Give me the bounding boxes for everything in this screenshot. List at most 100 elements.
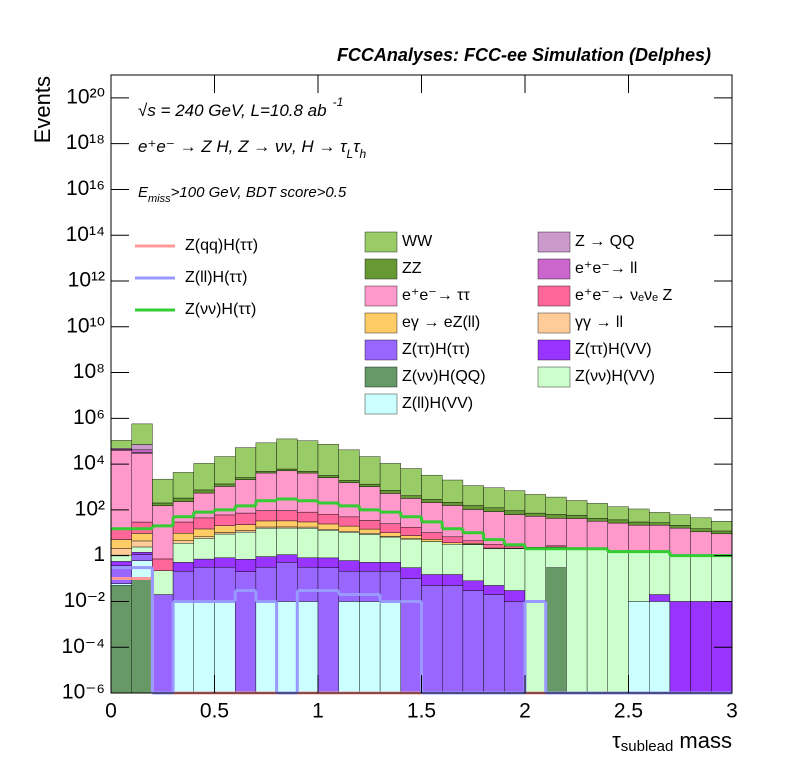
- histogram-segment: [483, 487, 505, 509]
- legend-swatch: [537, 366, 571, 388]
- histogram-segment: [669, 514, 691, 526]
- histogram-segment: [297, 511, 319, 523]
- histogram-segment: [545, 496, 567, 515]
- histogram-segment: [379, 570, 402, 602]
- histogram-segment: [338, 570, 360, 602]
- histogram-segment: [442, 542, 464, 545]
- x-label-part: τ: [612, 728, 621, 753]
- histogram-segment: [421, 474, 443, 500]
- annotation: √s = 240 GeV, L=10.8 ab -1: [138, 95, 343, 120]
- histogram-segment: [214, 557, 236, 568]
- histogram-segment: [276, 554, 298, 563]
- histogram-segment: [400, 578, 422, 694]
- histogram-segment: [131, 546, 153, 553]
- histogram-segment: [628, 508, 650, 523]
- histogram-segment: [379, 562, 402, 572]
- histogram-segment: [628, 551, 650, 602]
- histogram-segment: [255, 567, 277, 602]
- legend-swatch: [364, 231, 398, 253]
- histogram-segment: [255, 442, 277, 472]
- histogram-segment: [110, 450, 132, 529]
- histogram-segment: [586, 518, 608, 522]
- histogram-segment: [421, 539, 443, 542]
- histogram-segment: [172, 501, 195, 523]
- histogram-segment: [379, 532, 402, 537]
- histogram-segment: [297, 471, 319, 474]
- histogram-segment: [297, 521, 319, 528]
- histogram-segment: [131, 540, 153, 548]
- histogram-segment: [234, 524, 257, 531]
- histogram-segment: [462, 509, 484, 541]
- histogram-segment: [234, 530, 257, 533]
- histogram-segment: [193, 536, 215, 539]
- histogram-segment: [421, 541, 443, 575]
- histogram-segment: [649, 512, 671, 523]
- histogram-segment: [483, 507, 505, 512]
- histogram-segment: [483, 544, 505, 549]
- legend-swatch: [364, 258, 398, 280]
- histogram-segment: [359, 528, 381, 534]
- histogram-segment: [131, 452, 153, 523]
- histogram-segment: [193, 517, 215, 530]
- histogram-segment: [421, 532, 443, 540]
- histogram-segment: [504, 514, 526, 547]
- histogram-segment: [711, 530, 733, 535]
- histogram-segment: [504, 548, 526, 591]
- histogram-segment: [379, 493, 402, 524]
- histogram-segment: [359, 601, 381, 694]
- histogram-segment: [276, 601, 298, 694]
- legend-label: Z(ll)H(ττ): [185, 269, 247, 286]
- x-tick-label: 0.5: [200, 700, 229, 723]
- histogram-segment: [711, 555, 733, 602]
- histogram-segment: [566, 500, 588, 516]
- histogram-segment: [421, 585, 443, 694]
- histogram-segment: [359, 456, 381, 485]
- histogram-segment: [669, 525, 691, 529]
- histogram-segment: [400, 468, 422, 496]
- histogram-segment: [545, 514, 567, 519]
- histogram-segment: [214, 532, 236, 535]
- histogram-segment: [338, 525, 360, 532]
- histogram-segment: [359, 570, 381, 602]
- histogram-segment: [193, 492, 215, 519]
- histogram-segment: [442, 585, 464, 694]
- histogram-segment: [297, 440, 319, 472]
- y-tick-label: 10⁻⁶: [62, 681, 105, 704]
- y-tick-label: 10¹²: [68, 269, 105, 292]
- histogram-segment: [462, 590, 484, 694]
- histogram-segment: [462, 580, 484, 591]
- histogram-segment: [276, 520, 298, 528]
- x-label-part: mass: [673, 728, 732, 753]
- histogram-segment: [131, 423, 153, 445]
- histogram-segment: [172, 497, 195, 502]
- histogram-segment: [297, 557, 319, 568]
- histogram-segment: [690, 517, 712, 529]
- y-tick-label: 10⁴: [73, 452, 105, 475]
- annotation-part: e⁺e⁻ → Z H, Z → νν, H → τ: [138, 137, 348, 156]
- legend-label: Z(ll)H(VV): [402, 395, 473, 412]
- annotation-part: E: [138, 184, 149, 201]
- histogram-segment: [545, 567, 567, 694]
- histogram-segment: [669, 527, 691, 556]
- histogram-segment: [483, 594, 505, 694]
- histogram-segment: [607, 551, 629, 694]
- annotation-part: h: [360, 147, 367, 161]
- x-tick-label: 0: [105, 700, 117, 723]
- histogram-segment: [442, 505, 464, 538]
- histogram-segment: [317, 530, 339, 559]
- y-tick-label: 10⁶: [73, 406, 105, 429]
- histogram-segment: [317, 514, 339, 525]
- histogram-segment: [317, 567, 339, 694]
- y-tick-label: 10¹⁰: [66, 314, 105, 337]
- histogram-segment: [586, 548, 608, 694]
- histogram-segment: [131, 554, 153, 561]
- histogram-segment: [131, 444, 153, 451]
- histogram-segment: [193, 463, 215, 491]
- y-tick-label: 10¹⁸: [66, 131, 105, 154]
- histogram-segment: [566, 515, 588, 519]
- histogram-segment: [524, 548, 546, 694]
- histogram-segment: [379, 601, 402, 694]
- y-tick-label: 10⁸: [73, 360, 105, 383]
- legend-label: eγ → eZ(ll): [402, 314, 480, 331]
